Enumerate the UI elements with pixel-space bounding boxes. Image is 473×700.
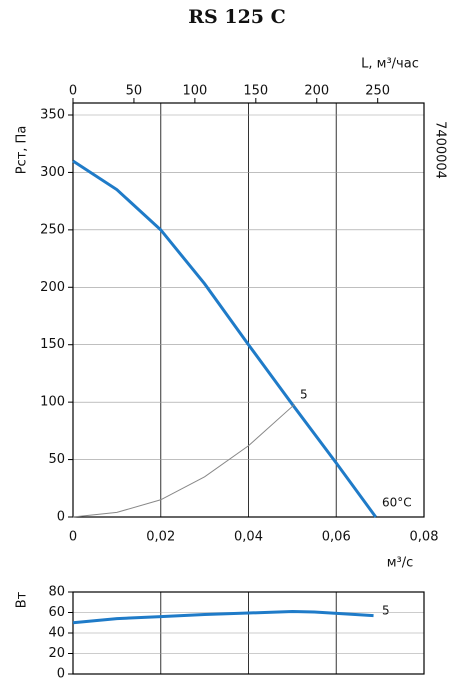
y-tick-label: 250 <box>40 222 65 237</box>
x-tick-label: 0 <box>69 530 77 545</box>
x2-tick-label: 50 <box>126 84 143 99</box>
y-tick-label: 150 <box>40 337 65 352</box>
y-tick-label: 300 <box>40 165 65 180</box>
y-tick-label: 40 <box>48 626 65 641</box>
plot-frame <box>72 102 425 518</box>
x2-tick-label: 200 <box>304 84 329 99</box>
annotation: 5 <box>382 604 390 618</box>
y-tick-label: 200 <box>40 280 65 295</box>
side-label: 7400004 <box>433 121 448 179</box>
y-tick-label: 0 <box>57 510 65 525</box>
series-line <box>72 159 377 518</box>
y-tick-label: 80 <box>48 585 65 600</box>
x2-axis-label: L, м³/час <box>361 57 419 72</box>
y-axis-label: Pст, Па <box>15 126 30 175</box>
x-axis-label: м³/с <box>387 556 414 571</box>
plot-frame <box>72 591 425 675</box>
y-tick-label: 60 <box>48 605 65 620</box>
x-tick-label: 0,06 <box>322 530 351 545</box>
annotation: 5 <box>300 388 308 402</box>
x2-tick-label: 0 <box>69 84 77 99</box>
x-tick-label: 0,02 <box>146 530 175 545</box>
x-tick-label: 0,04 <box>234 530 263 545</box>
x2-tick-label: 250 <box>365 84 390 99</box>
x2-tick-label: 150 <box>243 84 268 99</box>
y-tick-label: 20 <box>48 646 65 661</box>
series-line <box>72 404 295 518</box>
chart-title: RS 125 C <box>188 6 286 28</box>
x-tick-label: 0,08 <box>410 530 439 545</box>
annotation: 60°C <box>382 496 412 510</box>
y-tick-label: 350 <box>40 108 65 123</box>
y-axis-label: Вт <box>15 591 30 608</box>
series-line <box>72 609 374 625</box>
y-tick-label: 50 <box>48 452 65 467</box>
y-tick-label: 0 <box>57 667 65 682</box>
x2-tick-label: 100 <box>182 84 207 99</box>
y-tick-label: 100 <box>40 395 65 410</box>
